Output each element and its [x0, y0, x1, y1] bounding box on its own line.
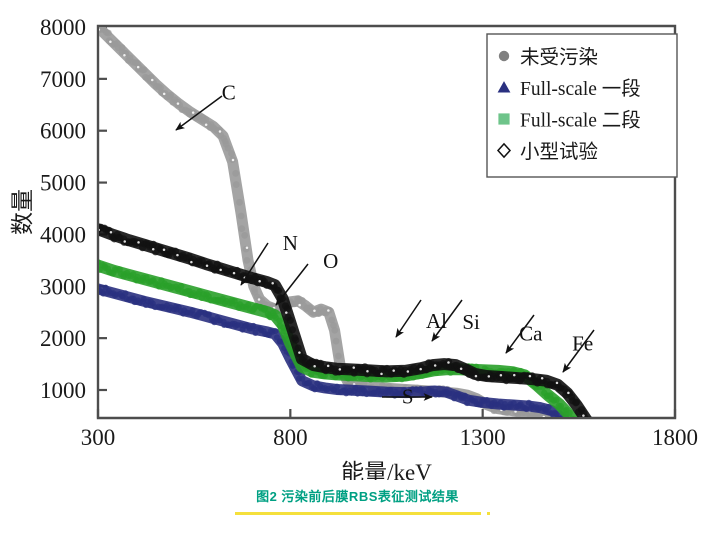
annotation-arrow-O: [275, 263, 309, 306]
legend-label: Full-scale 二段: [520, 110, 641, 132]
x-tick-label: 800: [273, 425, 308, 450]
legend-label: 小型试验: [520, 141, 598, 163]
x-tick-label: 1800: [652, 425, 698, 450]
caption-underline: [234, 512, 481, 515]
y-tick-label: 7000: [40, 67, 86, 92]
annotation-arrow-C: [175, 95, 223, 131]
caption-rule-wrap: [0, 512, 715, 516]
figure-caption-block: 图2 污染前后膜RBS表征测试结果: [0, 486, 715, 516]
y-axis-title: 数量: [10, 189, 35, 235]
legend-item-1: Full-scale 一段: [497, 78, 641, 100]
data-series-group: [99, 27, 592, 417]
legend-marker-square: [498, 113, 510, 125]
y-tick-label: 2000: [40, 326, 86, 351]
annotation-arrow-Ca: [505, 314, 535, 354]
legend-marker-diamond: [496, 142, 512, 159]
legend-label: 未受污染: [520, 47, 598, 69]
figure-caption: 图2 污染前后膜RBS表征测试结果: [256, 489, 459, 504]
legend-marker-circle: [498, 50, 510, 62]
legend-label: Full-scale 一段: [520, 78, 641, 100]
rbs-spectrum-plot: 1000 2000 3000 4000 5000 6000 7000 8000 300 800 13…: [10, 15, 698, 480]
annotation-label-Si: Si: [462, 310, 480, 334]
annotation-label-Al: Al: [426, 309, 447, 333]
annotation-arrow-Al: [395, 299, 422, 338]
x-axis-title: 能量/keV: [341, 460, 432, 480]
y-tick-label: 6000: [40, 119, 86, 144]
y-tick-label: 8000: [40, 15, 86, 40]
annotation-label-C: C: [222, 81, 236, 105]
legend-item-2: Full-scale 二段: [498, 110, 641, 132]
annotation-arrow-N: [240, 242, 269, 286]
y-tick-label: 3000: [40, 274, 86, 299]
annotation-arrow-Si: [431, 299, 463, 342]
x-tick-label: 300: [81, 425, 116, 450]
legend-marker-triangle: [497, 81, 511, 93]
annotation-label-Ca: Ca: [519, 322, 543, 346]
y-tick-label: 4000: [40, 222, 86, 247]
series-Full-scale 一段: [99, 283, 570, 417]
annotation-arrow-Fe: [562, 329, 595, 373]
caption-underline-dot: [487, 512, 490, 515]
legend-item-0: 未受污染: [498, 47, 598, 69]
y-tick-label: 1000: [40, 378, 86, 403]
y-tick-label: 5000: [40, 171, 86, 196]
x-tick-label: 1300: [460, 425, 506, 450]
chart-canvas: 1000 2000 3000 4000 5000 6000 7000 8000 300 800 13…: [10, 15, 698, 480]
annotation-label-N: N: [283, 231, 298, 255]
annotation-label-O: O: [323, 249, 338, 273]
tick-labels: 1000 2000 3000 4000 5000 6000 7000 8000 300 800 13…: [40, 15, 698, 450]
legend-item-3: 小型试验: [496, 141, 598, 163]
